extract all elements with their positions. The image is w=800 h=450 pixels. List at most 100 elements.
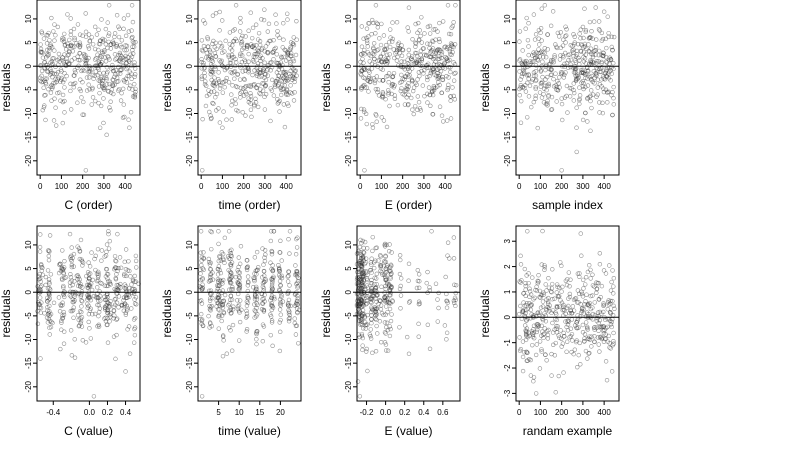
scatter-point xyxy=(560,117,565,123)
scatter-point xyxy=(590,54,596,60)
scatter-point xyxy=(106,33,111,39)
scatter-point xyxy=(588,128,593,133)
scatter-point xyxy=(361,302,366,308)
x-tick-label: 100 xyxy=(534,408,548,417)
scatter-point xyxy=(72,298,77,303)
scatter-point xyxy=(37,244,43,250)
scatter-point xyxy=(42,59,47,65)
scatter-point xyxy=(562,334,567,339)
y-tick-label: 5 xyxy=(24,40,33,45)
scatter-point xyxy=(583,282,588,287)
scatter-point xyxy=(221,338,226,343)
scatter-point xyxy=(131,340,137,345)
y-tick-label: 10 xyxy=(185,14,194,23)
scatter-point xyxy=(561,55,566,60)
scatter-point xyxy=(96,27,101,32)
y-tick-label: 10 xyxy=(503,14,512,23)
scatter-point xyxy=(217,277,222,283)
scatter-point xyxy=(556,81,561,86)
scatter-point xyxy=(362,284,367,290)
scatter-point xyxy=(286,303,291,308)
scatter-point xyxy=(238,15,243,21)
scatter-point xyxy=(599,283,605,289)
scatter-point xyxy=(571,81,576,86)
scatter-point xyxy=(561,75,567,80)
scatter-point xyxy=(586,312,591,317)
scatter-point xyxy=(39,264,44,270)
scatter-point xyxy=(198,285,204,290)
scatter-point xyxy=(205,36,211,42)
scatter-point xyxy=(263,72,268,77)
scatter-point xyxy=(130,277,136,283)
scatter-point xyxy=(237,91,243,96)
scatter-point xyxy=(229,117,234,122)
scatter-point xyxy=(96,47,101,53)
scatter-point xyxy=(545,103,550,108)
scatter-point xyxy=(359,240,364,246)
scatter-point xyxy=(288,83,293,88)
scatter-point xyxy=(106,89,111,94)
scatter-point xyxy=(69,262,75,268)
scatter-point xyxy=(99,258,104,263)
scatter-point xyxy=(111,68,117,74)
scatter-point xyxy=(575,288,581,293)
scatter-point xyxy=(549,107,554,112)
scatter-point xyxy=(539,349,544,354)
scatter-point xyxy=(60,315,66,321)
scatter-point xyxy=(51,118,57,123)
scatter-point xyxy=(199,262,204,268)
scatter-point xyxy=(546,306,552,311)
y-tick-label: -20 xyxy=(24,154,33,166)
scatter-point xyxy=(583,274,589,280)
scatter-point xyxy=(359,106,364,112)
scatter-point xyxy=(601,50,606,55)
scatter-point xyxy=(374,245,379,250)
scatter-point xyxy=(525,306,531,312)
scatter-point xyxy=(244,303,250,308)
scatter-point xyxy=(528,307,534,313)
scatter-point xyxy=(404,86,409,91)
scatter-point xyxy=(48,44,53,49)
scatter-point xyxy=(83,168,89,173)
scatter-point xyxy=(588,293,593,299)
scatter-point xyxy=(523,331,529,337)
scatter-point xyxy=(269,289,274,294)
scatter-point xyxy=(112,31,118,36)
scatter-point xyxy=(567,291,573,297)
scatter-point xyxy=(37,295,43,300)
scatter-point xyxy=(38,75,43,81)
scatter-point xyxy=(132,60,137,65)
scatter-point xyxy=(552,353,558,358)
scatter-point xyxy=(62,294,67,300)
scatter-point xyxy=(567,85,573,91)
scatter-point xyxy=(271,57,276,62)
scatter-point xyxy=(70,307,76,313)
scatter-point xyxy=(105,88,111,94)
scatter-point xyxy=(201,256,206,262)
scatter-point xyxy=(223,38,228,44)
scatter-point xyxy=(524,15,529,21)
scatter-point xyxy=(68,308,74,314)
scatter-point xyxy=(217,120,223,125)
x-tick-label: 0 xyxy=(517,408,522,417)
scatter-point xyxy=(383,348,389,353)
scatter-point xyxy=(38,310,44,315)
scatter-point xyxy=(361,107,367,112)
y-tick-label: -5 xyxy=(24,86,33,94)
scatter-point xyxy=(415,94,421,99)
scatter-point xyxy=(453,303,458,309)
x-tick-label: 0.4 xyxy=(120,408,132,417)
scatter-point xyxy=(563,34,568,39)
scatter-point xyxy=(132,92,138,97)
scatter-point xyxy=(360,238,365,244)
scatter-point xyxy=(248,10,253,15)
scatter-point xyxy=(104,283,109,289)
scatter-point xyxy=(210,100,215,106)
scatter-point xyxy=(603,325,609,331)
scatter-point xyxy=(89,250,94,255)
scatter-point xyxy=(130,44,135,49)
scatter-point xyxy=(525,350,530,355)
scatter-point xyxy=(263,277,268,282)
scatter-point xyxy=(116,305,121,310)
scatter-point xyxy=(128,110,134,115)
